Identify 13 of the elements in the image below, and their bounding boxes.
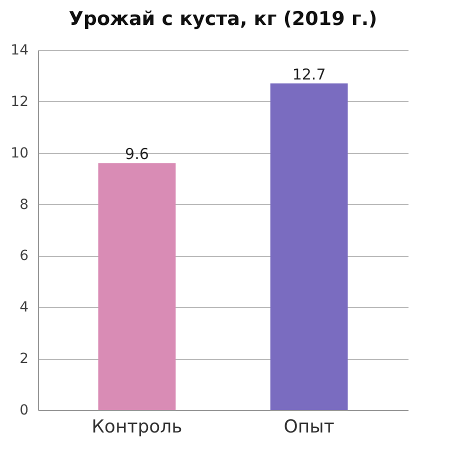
- y-tick-label: 6: [20, 248, 29, 264]
- chart-title: Урожай с куста, кг (2019 г.): [68, 8, 378, 30]
- y-tick-label: 4: [20, 300, 29, 316]
- y-tick-label: 2: [20, 351, 28, 368]
- x-tick-label: Опыт: [284, 416, 334, 438]
- y-tick-label: 14: [10, 42, 29, 58]
- y-tick-label: 12: [10, 94, 28, 110]
- data-label: 9.6: [125, 145, 149, 164]
- y-tick-label: 10: [10, 145, 28, 162]
- y-tick-label: 0: [20, 402, 28, 418]
- data-label: 12.7: [292, 65, 326, 84]
- y-tick-label: 8: [20, 196, 28, 213]
- x-tick-label: Контроль: [92, 416, 182, 438]
